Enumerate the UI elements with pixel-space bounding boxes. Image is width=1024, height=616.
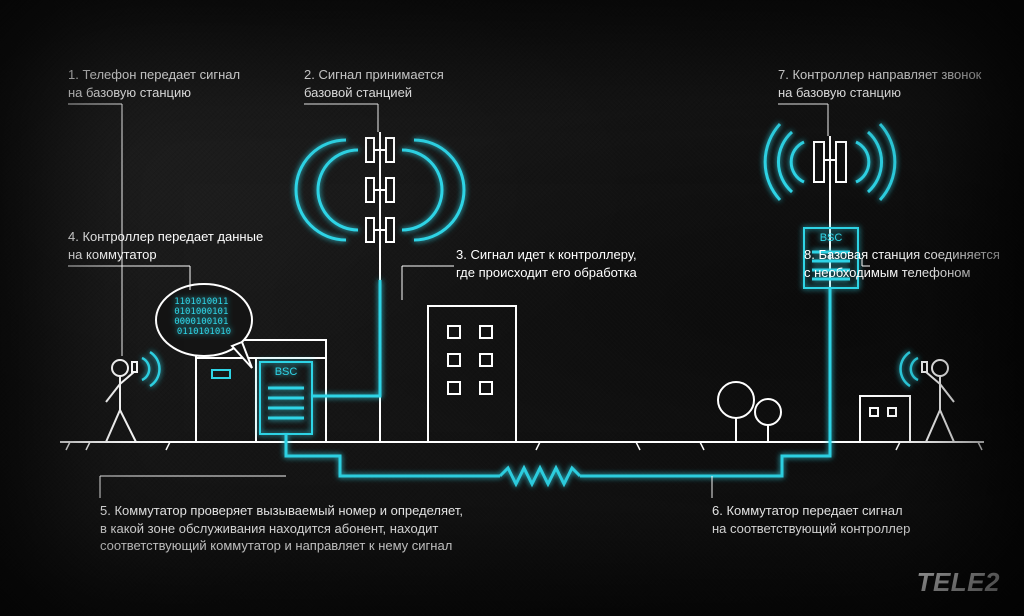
mid-building — [428, 306, 516, 442]
trees — [718, 382, 781, 442]
bsc-unit-left: BSC — [260, 362, 312, 434]
person-right — [922, 360, 954, 442]
small-building-right — [860, 396, 910, 442]
svg-text:1101010011 0101000101: 1101010011 0101000101 0000100101 0110101… — [174, 297, 234, 337]
ground-marks — [66, 442, 982, 450]
binary-bubble: 1101010011 0101000101 0000100101 0110101… — [156, 284, 252, 368]
label-6: 6. Коммутатор передает сигнал на соответ… — [712, 502, 910, 537]
signal-arcs-person-left — [142, 352, 159, 386]
label-5: 5. Коммутатор проверяет вызываемый номер… — [100, 502, 463, 555]
label-4: 4. Контроллер передает данные на коммута… — [68, 228, 263, 263]
bsc-label-left: BSC — [275, 366, 298, 378]
cable-path — [286, 280, 830, 484]
signal-arcs-person-right — [901, 352, 918, 386]
label-2: 2. Сигнал принимается базовой станцией — [304, 66, 444, 101]
label-8: 8. Базовая станция соединяется с необход… — [804, 246, 1000, 281]
label-7: 7. Контроллер направляет звонок на базов… — [778, 66, 981, 101]
label-3: 3. Сигнал идет к контроллеру, где происх… — [456, 246, 637, 281]
bsc-label-right: BSC — [820, 232, 843, 244]
label-1: 1. Телефон передает сигнал на базовую ст… — [68, 66, 240, 101]
person-left — [106, 360, 137, 442]
tele2-logo: TELE2 — [917, 567, 1000, 598]
